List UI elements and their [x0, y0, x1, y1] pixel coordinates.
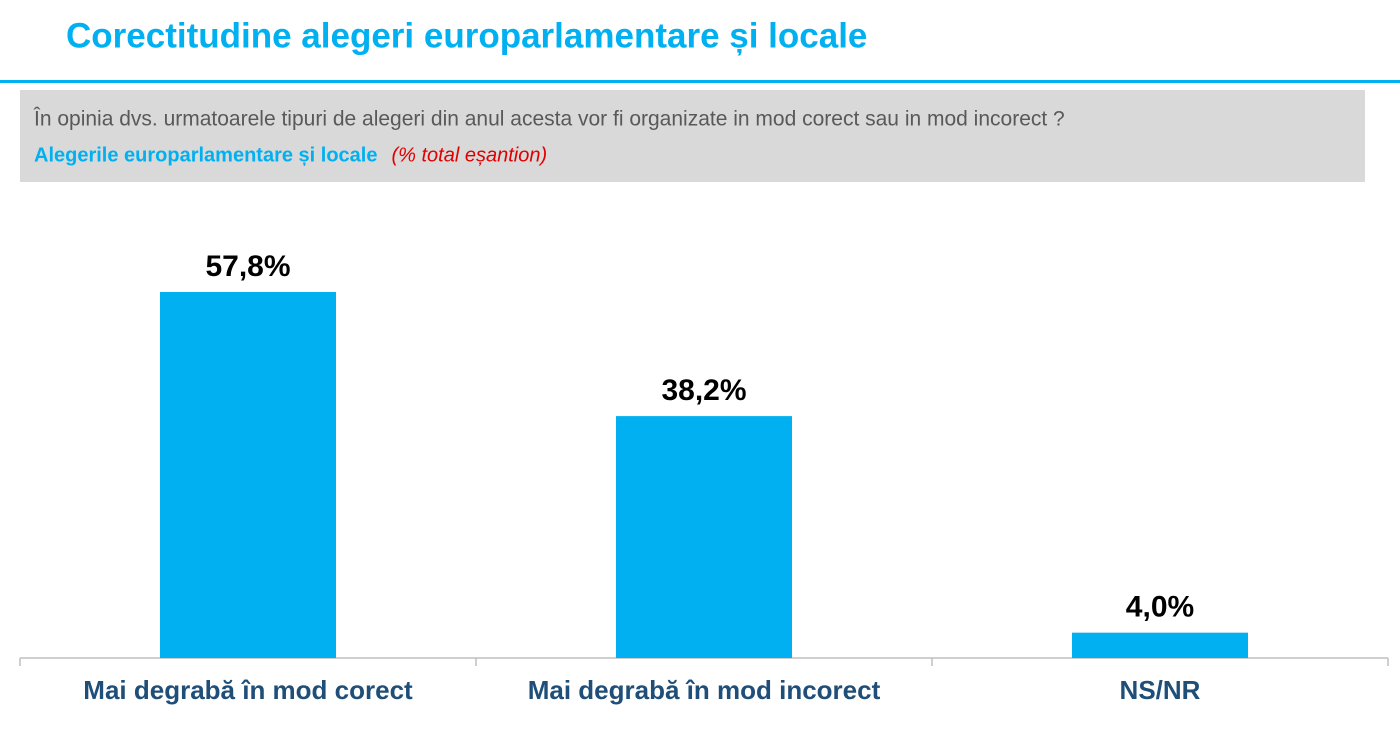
title-rule [0, 80, 1400, 83]
x-tick-label: NS/NR [1120, 675, 1201, 705]
bar [616, 416, 792, 658]
bar [1072, 632, 1248, 658]
x-tick-label: Mai degrabă în mod incorect [528, 675, 881, 705]
value-label: 38,2% [661, 374, 746, 407]
value-label: 4,0% [1126, 591, 1194, 624]
question: În opinia dvs. urmatoarele tipuri de ale… [33, 108, 1065, 131]
unit-note: (% total eșantion) [392, 144, 548, 166]
x-tick-label: Mai degrabă în mod corect [83, 675, 413, 705]
value-label: 57,8% [205, 250, 290, 283]
chart-title: Corectitudine alegeri europarlamentare ș… [66, 16, 867, 55]
bar [160, 292, 336, 658]
question-box [20, 90, 1365, 182]
subject: Alegerile europarlamentare și locale [34, 144, 378, 166]
